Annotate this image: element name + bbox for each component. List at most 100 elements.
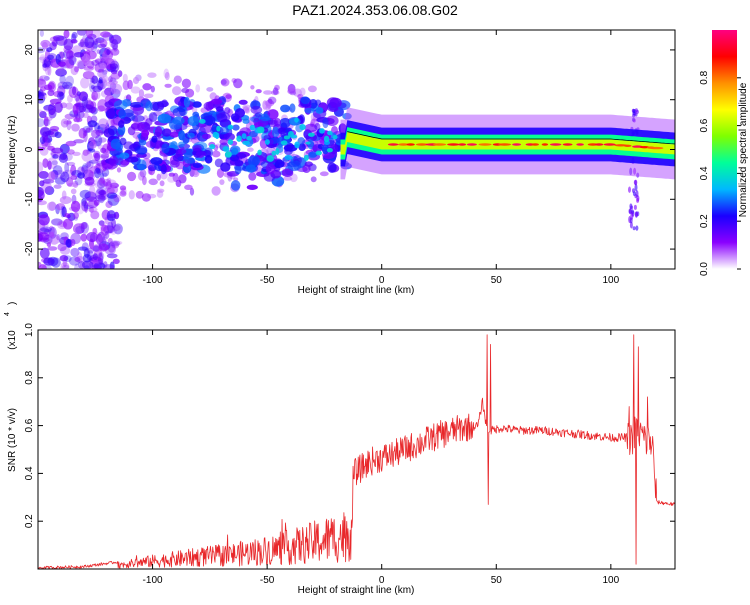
signal-cell xyxy=(136,147,148,155)
noise-cell xyxy=(61,81,73,90)
noise-cell xyxy=(100,31,111,38)
signal-peak xyxy=(271,150,277,156)
scatter-cell xyxy=(141,193,152,202)
noise-cell xyxy=(104,87,115,96)
ridge-peak xyxy=(549,143,562,146)
noise-cell xyxy=(92,264,102,269)
scatter-cell xyxy=(225,94,232,99)
scatter-cell xyxy=(164,83,172,88)
noise-cell xyxy=(82,253,92,263)
scatter-cell xyxy=(244,108,250,114)
scatter-cell xyxy=(122,80,130,91)
signal-cell xyxy=(224,107,231,114)
noise-cell xyxy=(72,86,77,96)
plume-cell xyxy=(634,108,638,113)
signal-peak xyxy=(222,146,230,152)
noise-cell xyxy=(80,77,90,89)
noise-cell xyxy=(106,210,116,222)
noise-cell xyxy=(38,118,45,128)
noise-cell xyxy=(38,214,50,226)
noise-cell xyxy=(72,111,78,123)
figure-title: PAZ1.2024.353.06.08.G02 xyxy=(292,2,458,18)
signal-cell xyxy=(195,151,207,157)
signal-cell xyxy=(157,113,172,124)
signal-cell xyxy=(202,115,216,126)
scatter-cell xyxy=(110,85,116,95)
signal-peak xyxy=(303,154,309,161)
noise-cell xyxy=(85,161,94,169)
signal-cell xyxy=(232,124,240,131)
scatter-cell xyxy=(233,78,243,89)
heatmap-ytick-label: 0 xyxy=(24,146,35,152)
scatter-cell xyxy=(220,79,227,85)
noise-cell xyxy=(77,172,85,179)
scatter-cell xyxy=(100,147,107,154)
noise-cell xyxy=(82,149,89,156)
signal-cell xyxy=(203,101,215,111)
noise-cell xyxy=(70,175,78,180)
scatter-cell xyxy=(105,181,113,190)
signal-cell xyxy=(106,108,116,119)
scatter-cell xyxy=(263,90,273,95)
scatter-cell xyxy=(139,169,147,178)
signal-peak xyxy=(299,124,306,131)
colorbar-tick-label: 0.4 xyxy=(699,166,710,180)
noise-cell xyxy=(47,145,55,151)
signal-cell xyxy=(304,107,315,114)
signal-cell xyxy=(183,96,191,108)
noise-cell xyxy=(78,261,86,269)
noise-cell xyxy=(86,161,92,168)
noise-cell xyxy=(82,112,89,119)
noise-cell xyxy=(112,258,120,264)
signal-cell xyxy=(120,160,130,166)
noise-cell xyxy=(73,117,83,123)
noise-cell xyxy=(71,123,80,132)
noise-cell xyxy=(48,201,57,211)
noise-cell xyxy=(63,84,70,89)
heatmap-ytick-label: 10 xyxy=(24,94,35,106)
noise-cell xyxy=(49,98,62,105)
snr-multiplier-exp: 4 xyxy=(4,312,11,316)
signal-cell xyxy=(304,123,318,133)
scatter-cell xyxy=(142,175,147,186)
noise-cell xyxy=(102,172,108,177)
noise-cell xyxy=(48,108,57,119)
scatter-cell xyxy=(247,147,254,152)
noise-cell xyxy=(73,211,79,219)
signal-cell xyxy=(118,109,126,119)
noise-cell xyxy=(91,90,99,101)
noise-cell xyxy=(106,177,112,183)
signal-cell xyxy=(321,144,329,155)
ridge-band-3 xyxy=(340,132,675,155)
scatter-cell xyxy=(211,150,221,158)
noise-cell xyxy=(43,116,49,127)
noise-cell xyxy=(65,75,75,87)
heatmap-xtick-label: 50 xyxy=(491,275,503,286)
noise-cell xyxy=(68,86,79,98)
snr-ytick-label: 0.2 xyxy=(24,514,35,528)
noise-cell xyxy=(40,127,52,137)
noise-cell xyxy=(56,234,61,241)
signal-peak xyxy=(284,154,293,160)
signal-cell xyxy=(315,107,324,114)
noise-cell xyxy=(60,205,65,218)
scatter-cell xyxy=(267,96,277,105)
colorbar-tick-label: 0.0 xyxy=(699,262,710,276)
noise-cell xyxy=(46,241,52,248)
signal-cell xyxy=(289,103,296,113)
signal-cell xyxy=(119,137,127,146)
scatter-cell xyxy=(116,167,122,173)
signal-cell xyxy=(304,161,314,167)
noise-cell xyxy=(107,237,113,244)
signal-peak xyxy=(290,134,298,139)
signal-cell xyxy=(277,127,287,135)
noise-cell xyxy=(40,226,53,233)
signal-cell xyxy=(117,120,125,128)
noise-cell xyxy=(95,194,107,202)
noise-cell xyxy=(100,189,105,198)
signal-cell xyxy=(300,96,310,105)
noise-cell xyxy=(97,234,108,245)
noise-cell xyxy=(55,68,67,77)
snr-series-line xyxy=(38,334,675,569)
